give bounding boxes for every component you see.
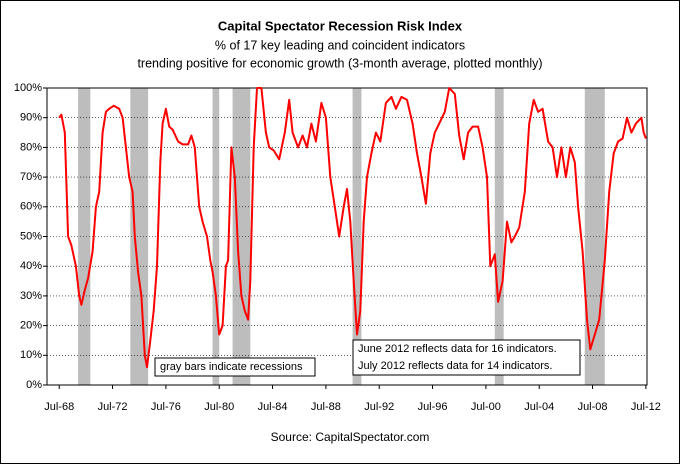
chart-title: Capital Spectator Recession Risk Index: [218, 18, 463, 33]
annotation-box: [154, 357, 316, 377]
y-tick-label: 100%: [14, 82, 42, 94]
y-tick-label: 50%: [20, 230, 42, 242]
y-tick-label: 70%: [20, 171, 42, 183]
y-tick-label: 20%: [20, 320, 42, 332]
y-tick-label: 60%: [20, 201, 42, 213]
recession-band: [78, 88, 91, 385]
y-tick-label: 90%: [20, 112, 42, 124]
x-tick-label: Jul-08: [578, 401, 608, 413]
plot-frame: [46, 87, 648, 386]
x-tick-label: Jul-76: [151, 401, 181, 413]
x-tick-label: Jul-84: [258, 401, 288, 413]
y-tick-label: 80%: [20, 141, 42, 153]
annotation: June 2012 reflects data for 16 indicator…: [358, 343, 557, 355]
y-tick-label: 10%: [20, 349, 42, 361]
x-tick-label: Jul-96: [418, 401, 448, 413]
x-tick-label: Jul-80: [204, 401, 234, 413]
x-tick-label: Jul-68: [44, 401, 74, 413]
source: Source: CapitalSpectator.com: [271, 430, 430, 444]
recession-band: [232, 88, 251, 385]
x-tick-label: Jul-72: [98, 401, 128, 413]
annotation: July 2012 reflects data for 14 indicator…: [358, 360, 552, 372]
x-tick-label: Jul-88: [311, 401, 341, 413]
chart-subtitle: trending positive for economic growth (3…: [137, 56, 542, 70]
y-tick-label: 0%: [26, 379, 42, 391]
x-tick-label: Jul-04: [524, 401, 554, 413]
x-tick-label: Jul-92: [364, 401, 394, 413]
series-line: [58, 87, 647, 369]
recession-band: [130, 88, 149, 385]
x-tick-label: Jul-00: [471, 401, 501, 413]
annotation-box: [352, 339, 581, 376]
y-tick-label: 30%: [20, 290, 42, 302]
x-tick-label: Jul-12: [631, 401, 661, 413]
recession-band: [494, 88, 504, 385]
chart-subtitle: % of 17 key leading and coincident indic…: [215, 38, 465, 52]
annotation: gray bars indicate recessions: [160, 361, 303, 373]
y-tick-label: 40%: [20, 260, 42, 272]
